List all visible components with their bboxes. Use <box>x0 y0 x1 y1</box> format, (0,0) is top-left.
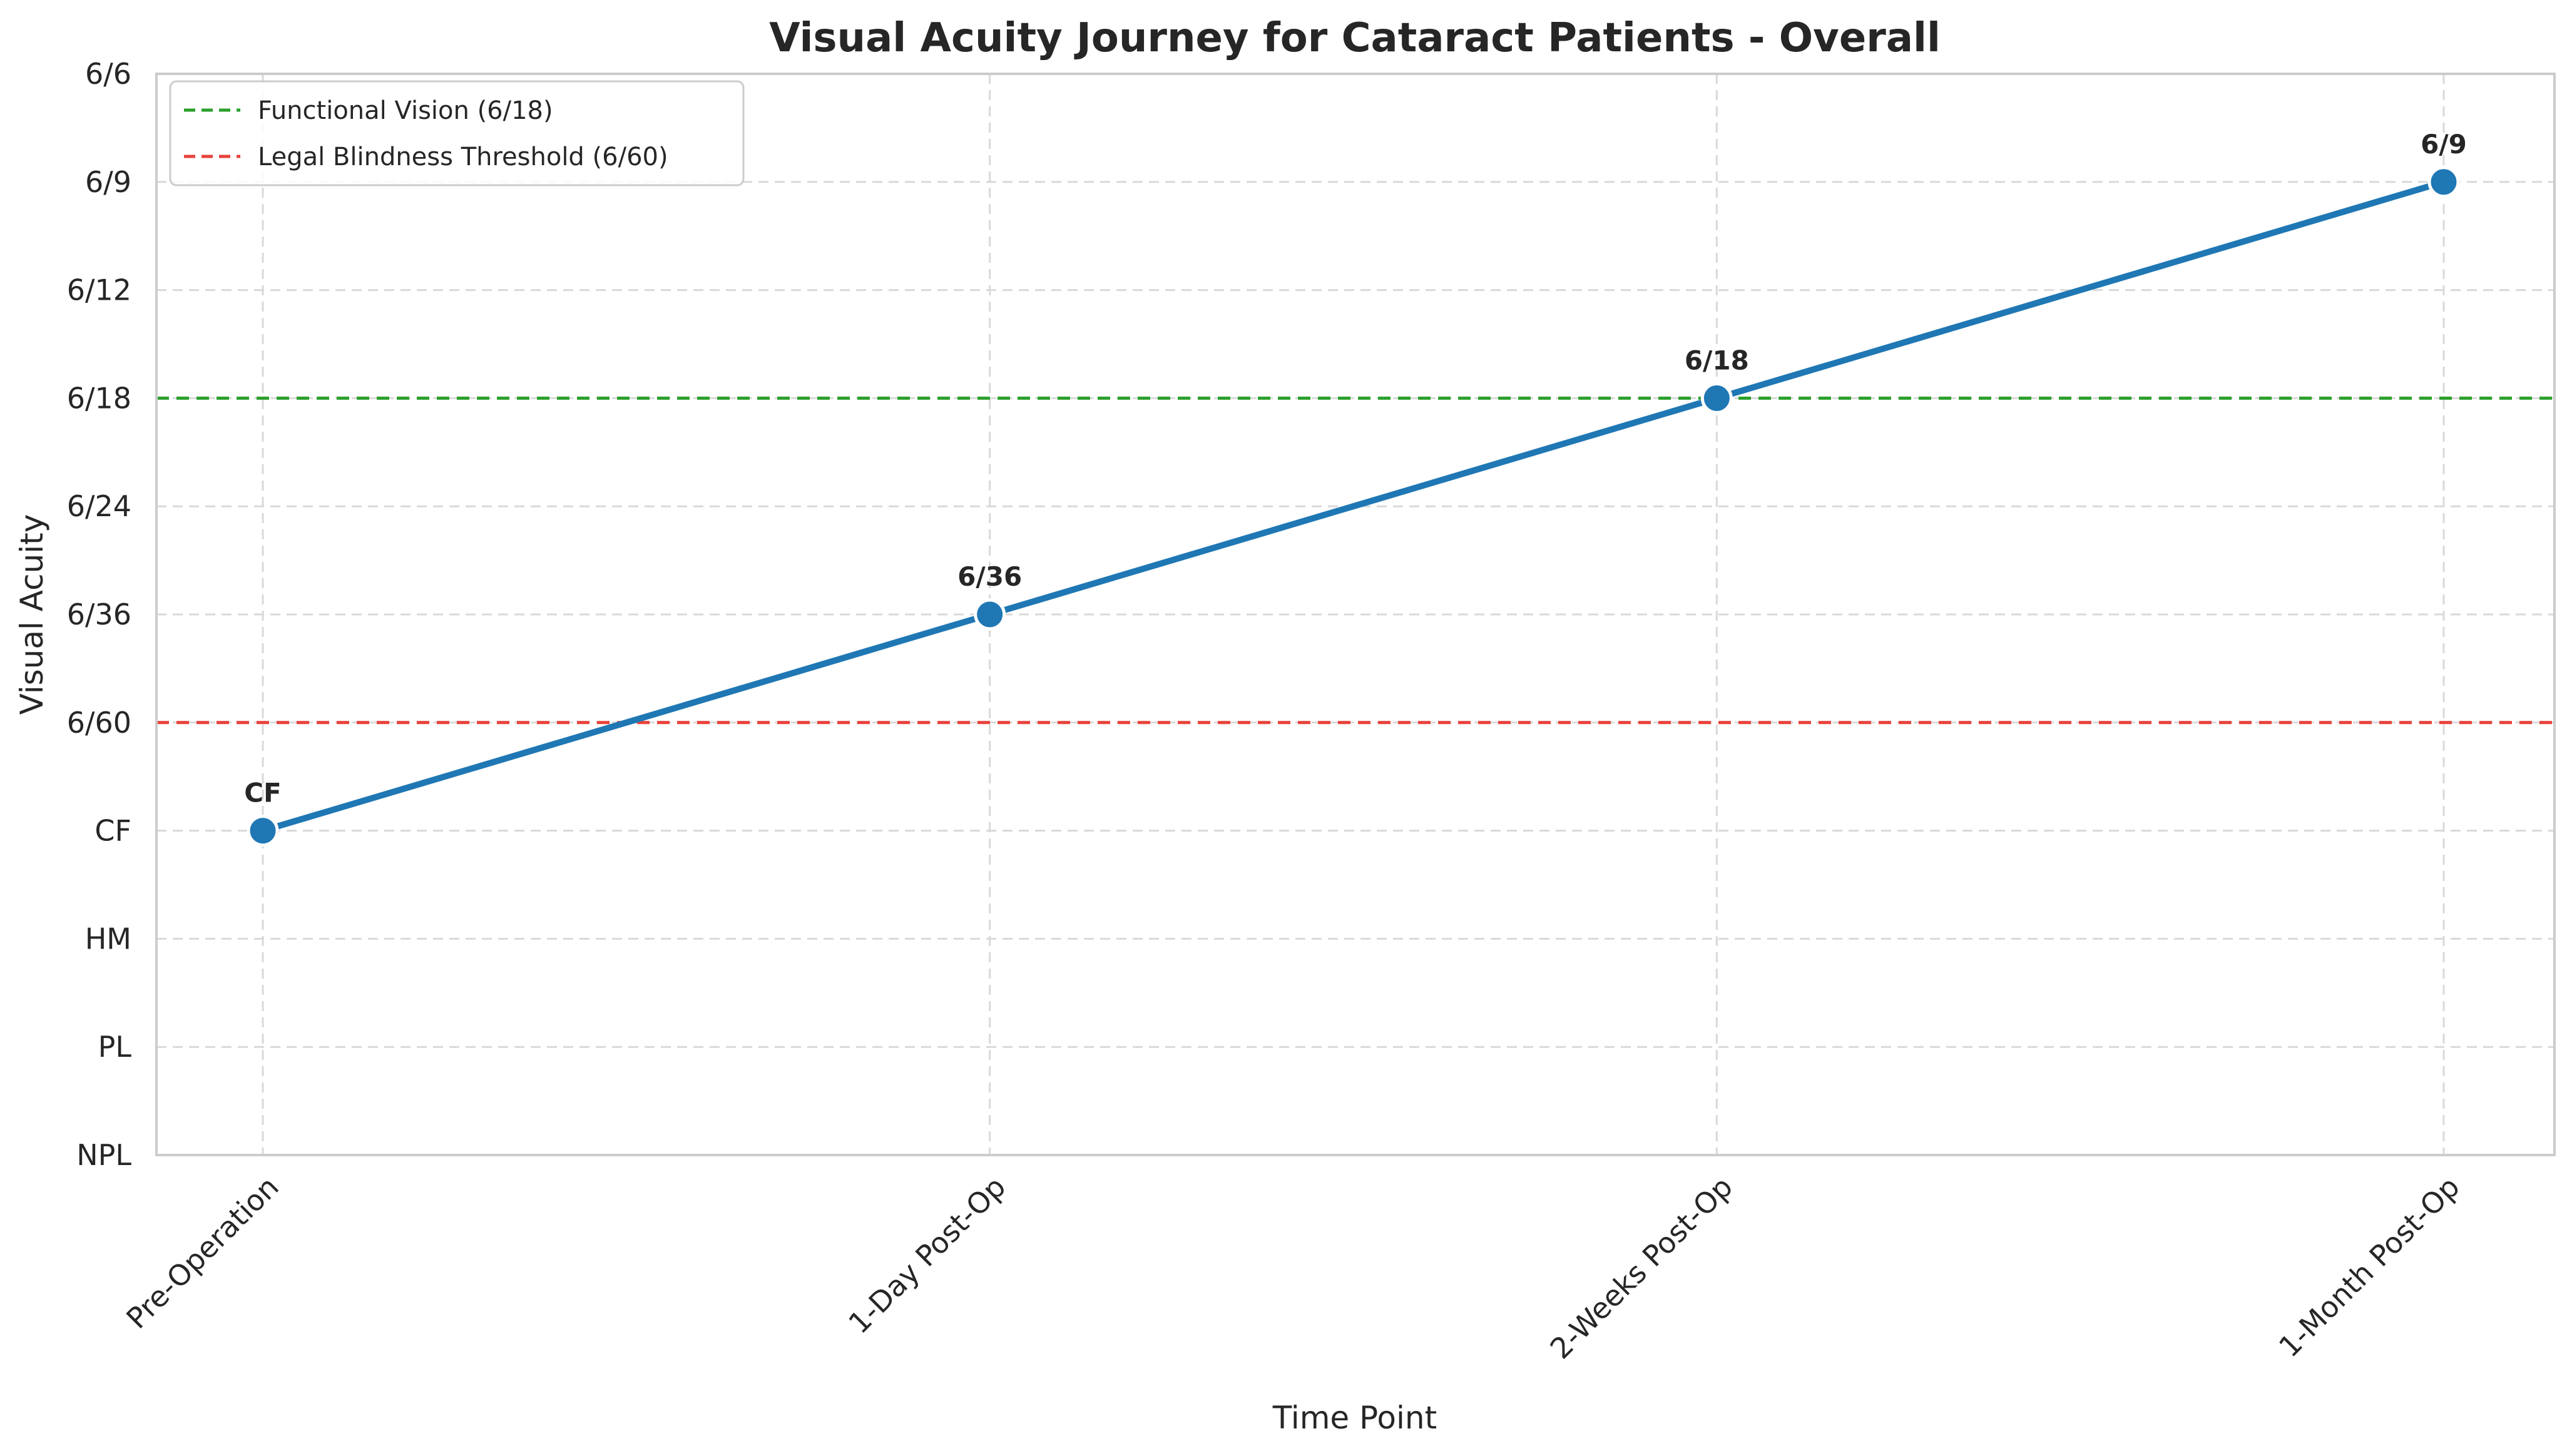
data-label: 6/36 <box>957 561 1022 592</box>
plot-area-frame <box>155 73 2556 1156</box>
legend-box <box>169 80 745 186</box>
y-tick-label: HM <box>85 922 131 955</box>
y-tick-label: 6/60 <box>67 706 131 740</box>
data-points <box>247 166 2460 847</box>
y-tick-label: NPL <box>76 1138 131 1172</box>
y-axis-label: Visual Acuity <box>14 514 50 715</box>
x-axis-label: Time Point <box>1272 1400 1437 1436</box>
y-tick-label: 6/18 <box>67 381 131 415</box>
y-tick-label: CF <box>94 814 131 848</box>
data-point <box>1700 382 1733 414</box>
series-lines <box>260 178 2447 834</box>
y-tick-label: 6/36 <box>67 598 131 631</box>
data-label: CF <box>244 778 282 808</box>
y-tick-labels: NPL PL HM CF 6/60 6/36 6/24 6/18 6/12 6/9 6/6 <box>67 57 132 1172</box>
y-tick-label: 6/6 <box>85 57 131 91</box>
data-label: 6/18 <box>1685 345 1749 375</box>
chart-title: Visual Acuity Journey for Cataract Patie… <box>769 15 1941 61</box>
data-point <box>974 598 1006 631</box>
data-point <box>2427 166 2460 198</box>
data-point <box>247 815 279 847</box>
y-tick-label: 6/24 <box>67 489 131 523</box>
y-tick-label: PL <box>98 1030 132 1064</box>
y-tick-label: 6/12 <box>67 273 131 307</box>
data-label: 6/9 <box>2421 129 2467 160</box>
legend-entry: Functional Vision (6/18) <box>258 96 553 125</box>
data-labels: CF 6/36 6/18 6/9 <box>244 129 2467 808</box>
legend-entry: Legal Blindness Threshold (6/60) <box>258 143 668 171</box>
series-line <box>260 178 2447 834</box>
y-tick-label: 6/9 <box>85 165 131 199</box>
legend: Functional Vision (6/18) Legal Blindness … <box>169 80 745 186</box>
